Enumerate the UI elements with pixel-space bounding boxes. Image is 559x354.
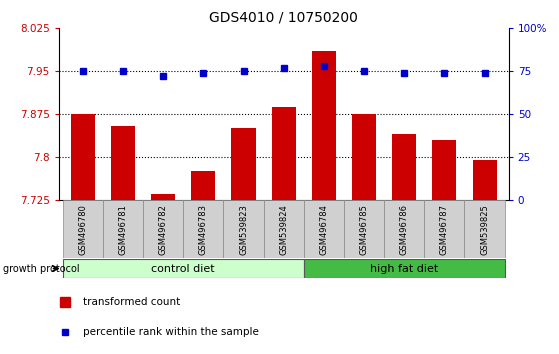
Bar bbox=[183, 200, 224, 258]
Bar bbox=[472, 160, 496, 200]
Bar bbox=[103, 200, 143, 258]
Bar bbox=[63, 259, 304, 278]
Text: GSM496783: GSM496783 bbox=[199, 204, 208, 255]
Text: percentile rank within the sample: percentile rank within the sample bbox=[83, 327, 259, 337]
Bar bbox=[344, 200, 384, 258]
Bar bbox=[465, 200, 505, 258]
Bar bbox=[392, 134, 416, 200]
Text: transformed count: transformed count bbox=[83, 297, 181, 307]
Text: GSM496780: GSM496780 bbox=[78, 204, 87, 255]
Bar bbox=[352, 114, 376, 200]
Text: growth protocol: growth protocol bbox=[3, 263, 79, 274]
Text: GSM496784: GSM496784 bbox=[319, 204, 328, 255]
Text: GSM496786: GSM496786 bbox=[400, 204, 409, 255]
Bar bbox=[111, 126, 135, 200]
Text: GSM539825: GSM539825 bbox=[480, 204, 489, 255]
Bar bbox=[63, 200, 103, 258]
Text: GSM496781: GSM496781 bbox=[119, 204, 127, 255]
Text: GSM539824: GSM539824 bbox=[279, 204, 288, 255]
Bar bbox=[424, 200, 465, 258]
Text: GSM496782: GSM496782 bbox=[159, 204, 168, 255]
Text: GSM496785: GSM496785 bbox=[359, 204, 368, 255]
Bar bbox=[384, 200, 424, 258]
Bar bbox=[191, 171, 215, 200]
Text: GSM496787: GSM496787 bbox=[440, 204, 449, 255]
Bar bbox=[304, 259, 505, 278]
Bar bbox=[143, 200, 183, 258]
Bar bbox=[312, 51, 336, 200]
Bar bbox=[272, 107, 296, 200]
Bar bbox=[224, 200, 264, 258]
Bar bbox=[71, 114, 95, 200]
Bar bbox=[432, 140, 457, 200]
Bar bbox=[151, 194, 175, 200]
Bar bbox=[231, 129, 255, 200]
Text: GSM539823: GSM539823 bbox=[239, 204, 248, 255]
Title: GDS4010 / 10750200: GDS4010 / 10750200 bbox=[209, 10, 358, 24]
Bar bbox=[264, 200, 304, 258]
Bar bbox=[304, 200, 344, 258]
Text: control diet: control diet bbox=[151, 263, 215, 274]
Text: high fat diet: high fat diet bbox=[370, 263, 438, 274]
